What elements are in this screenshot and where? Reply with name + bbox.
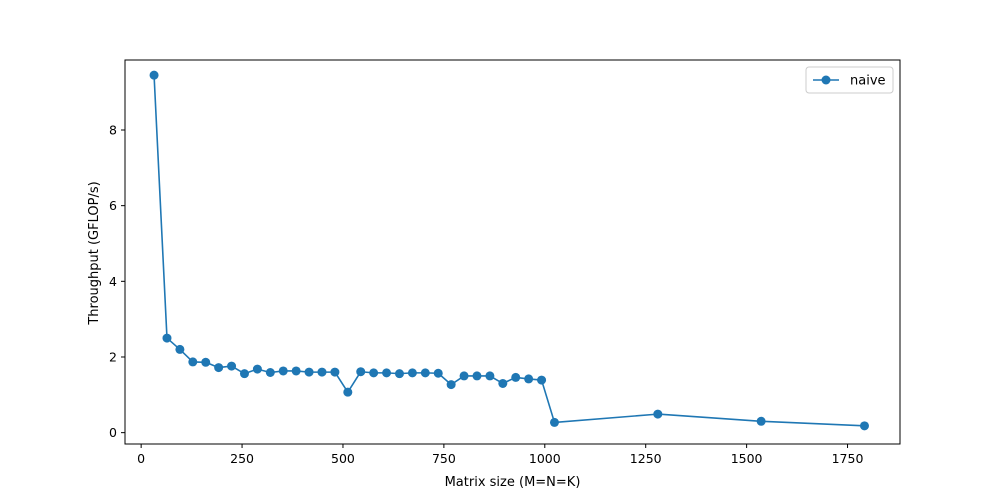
data-point-naive-9 bbox=[265, 367, 275, 377]
data-point-naive-6 bbox=[227, 361, 237, 371]
data-point-naive-13 bbox=[317, 367, 327, 377]
data-point-naive-14 bbox=[330, 367, 340, 377]
data-point-naive-16 bbox=[356, 367, 366, 377]
data-point-naive-23 bbox=[446, 380, 456, 390]
data-point-naive-29 bbox=[524, 374, 534, 384]
y-tick-label-8: 8 bbox=[109, 122, 117, 137]
data-point-naive-10 bbox=[278, 366, 288, 376]
data-point-naive-26 bbox=[485, 371, 495, 381]
data-point-naive-11 bbox=[291, 366, 301, 376]
x-tick-label-1250: 1250 bbox=[630, 451, 662, 466]
y-tick-label-0: 0 bbox=[109, 425, 117, 440]
data-point-naive-34 bbox=[859, 421, 869, 431]
data-point-naive-1 bbox=[162, 333, 172, 343]
legend-marker-sample bbox=[821, 75, 831, 85]
y-tick-label-4: 4 bbox=[109, 274, 117, 289]
x-tick-label-750: 750 bbox=[432, 451, 456, 466]
y-axis-label: Throughput (GFLOP/s) bbox=[87, 181, 102, 325]
y-tick-label-2: 2 bbox=[109, 349, 117, 364]
data-point-naive-28 bbox=[511, 372, 521, 382]
axes-layer: 0 250 500 750 1000 1250 1500 1750 0 2 4 6 8 bbox=[109, 59, 901, 466]
x-tick-label-500: 500 bbox=[331, 451, 355, 466]
legend-box bbox=[805, 66, 894, 94]
data-point-naive-20 bbox=[407, 368, 417, 378]
data-point-naive-3 bbox=[188, 357, 198, 367]
x-tick-label-0: 0 bbox=[137, 451, 145, 466]
data-point-naive-7 bbox=[239, 369, 249, 379]
data-point-naive-4 bbox=[201, 357, 211, 367]
plot-layer bbox=[149, 70, 869, 431]
data-point-naive-31 bbox=[549, 417, 559, 427]
y-tick-label-6: 6 bbox=[109, 198, 117, 213]
data-point-naive-18 bbox=[382, 368, 392, 378]
data-point-naive-25 bbox=[472, 371, 482, 381]
x-tick-label-1500: 1500 bbox=[731, 451, 763, 466]
data-point-naive-19 bbox=[394, 369, 404, 379]
data-point-naive-24 bbox=[459, 371, 469, 381]
axes-frame bbox=[124, 59, 901, 445]
data-point-naive-12 bbox=[304, 367, 314, 377]
data-point-naive-22 bbox=[433, 368, 443, 378]
data-point-naive-15 bbox=[343, 387, 353, 397]
data-point-naive-30 bbox=[537, 375, 547, 385]
data-point-naive-33 bbox=[756, 416, 766, 426]
x-axis-label: Matrix size (M=N=K) bbox=[445, 475, 581, 490]
legend-entry-naive: naive bbox=[850, 74, 886, 89]
data-point-naive-27 bbox=[498, 378, 508, 388]
data-point-naive-17 bbox=[369, 368, 379, 378]
x-tick-label-250: 250 bbox=[230, 451, 254, 466]
data-point-naive-32 bbox=[653, 409, 663, 419]
data-point-naive-21 bbox=[420, 368, 430, 378]
x-tick-label-1750: 1750 bbox=[832, 451, 864, 466]
data-point-naive-8 bbox=[252, 364, 262, 374]
data-point-naive-5 bbox=[214, 363, 224, 373]
data-point-naive-2 bbox=[175, 344, 185, 354]
data-point-naive-0 bbox=[149, 70, 159, 80]
legend: naive bbox=[805, 66, 894, 94]
x-tick-label-1000: 1000 bbox=[529, 451, 561, 466]
